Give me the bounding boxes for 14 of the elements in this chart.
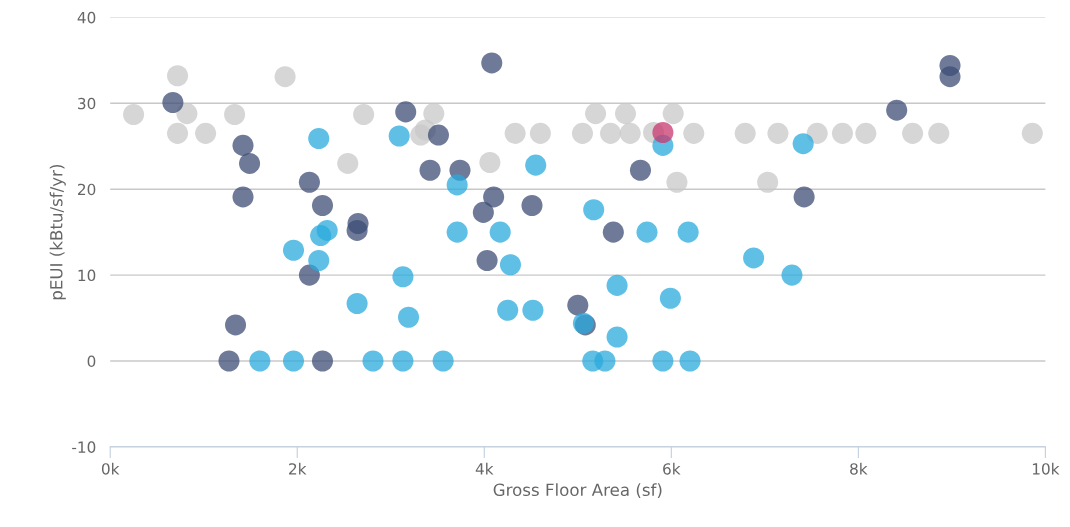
x-tick-label: 4k: [475, 462, 494, 475]
y-tick-label: 20: [78, 183, 96, 196]
x-tick-label: 2k: [289, 462, 307, 475]
x-tick-label: 10k: [1032, 462, 1060, 475]
y-tick-label: 0: [87, 355, 96, 368]
y-axis-title: pEUI (kBtu/sf/yr): [49, 164, 66, 300]
x-axis-title: Gross Floor Area (sf): [493, 483, 662, 499]
y-tick-label: -10: [72, 441, 96, 453]
y-tick-label: 30: [78, 97, 96, 110]
y-tick-label: 10: [78, 269, 96, 282]
x-tick-label: 0k: [101, 462, 120, 475]
x-tick-label: 8k: [850, 462, 868, 475]
y-tick-label: 40: [77, 11, 96, 24]
x-tick-label: 6k: [663, 462, 681, 475]
